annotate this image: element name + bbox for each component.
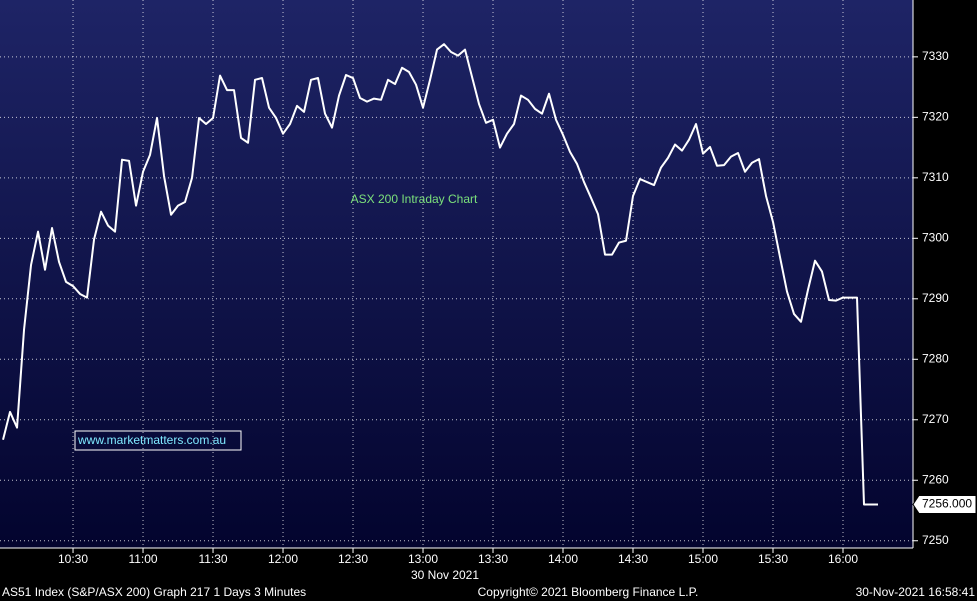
x-tick-label: 16:00 xyxy=(828,552,858,566)
footer-right: 30-Nov-2021 16:58:41 xyxy=(856,585,976,599)
footer-center: Copyright© 2021 Bloomberg Finance L.P. xyxy=(478,585,699,599)
plot-background xyxy=(0,0,913,548)
y-tick-label: 7250 xyxy=(922,533,949,547)
annotation: ASX 200 Intraday Chart xyxy=(351,192,478,206)
y-tick-label: 7270 xyxy=(922,412,949,426)
last-price-label: 7256.000 xyxy=(922,497,972,511)
footer xyxy=(0,584,977,601)
x-tick-label: 15:30 xyxy=(758,552,788,566)
x-tick-label: 12:00 xyxy=(268,552,298,566)
footer-left: AS51 Index (S&P/ASX 200) Graph 217 1 Day… xyxy=(2,585,306,599)
x-tick-label: 14:30 xyxy=(618,552,648,566)
x-tick-label: 12:30 xyxy=(338,552,368,566)
last-price-box xyxy=(912,494,977,514)
y-tick-label: 7260 xyxy=(922,472,949,486)
x-tick-label: 14:00 xyxy=(548,552,578,566)
x-tick-label: 13:30 xyxy=(478,552,508,566)
y-tick-label: 7300 xyxy=(922,230,949,244)
x-tick-label: 11:30 xyxy=(198,552,227,566)
watermark: www.marketmatters.com.au xyxy=(77,433,226,447)
y-tick-label: 7280 xyxy=(922,351,949,365)
watermark-box xyxy=(74,430,242,451)
x-tick-label: 10:30 xyxy=(58,552,88,566)
x-tick-label: 11:00 xyxy=(128,552,157,566)
y-tick-label: 7310 xyxy=(922,170,949,184)
price-line xyxy=(2,43,878,506)
y-tick-label: 7320 xyxy=(922,110,949,124)
y-tick-label: 7330 xyxy=(922,49,949,63)
x-tick-label: 15:00 xyxy=(688,552,718,566)
x-tick-label: 13:00 xyxy=(408,552,438,566)
y-tick-label: 7290 xyxy=(922,291,949,305)
date-label: 30 Nov 2021 xyxy=(411,568,479,582)
